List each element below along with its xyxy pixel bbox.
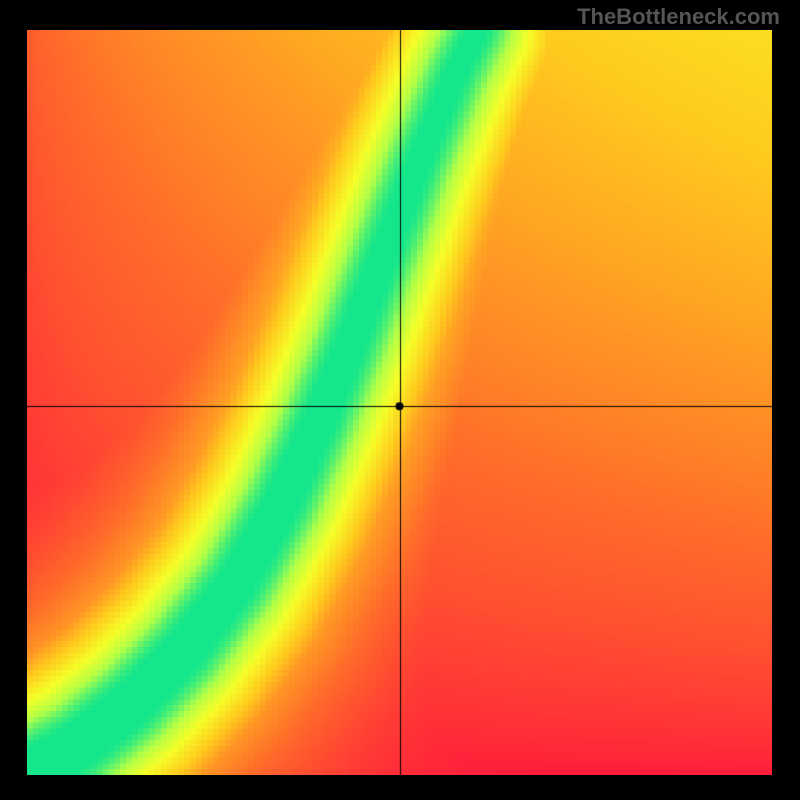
watermark-text: TheBottleneck.com: [577, 4, 780, 30]
crosshair-overlay: [27, 30, 772, 775]
chart-container: TheBottleneck.com: [0, 0, 800, 800]
